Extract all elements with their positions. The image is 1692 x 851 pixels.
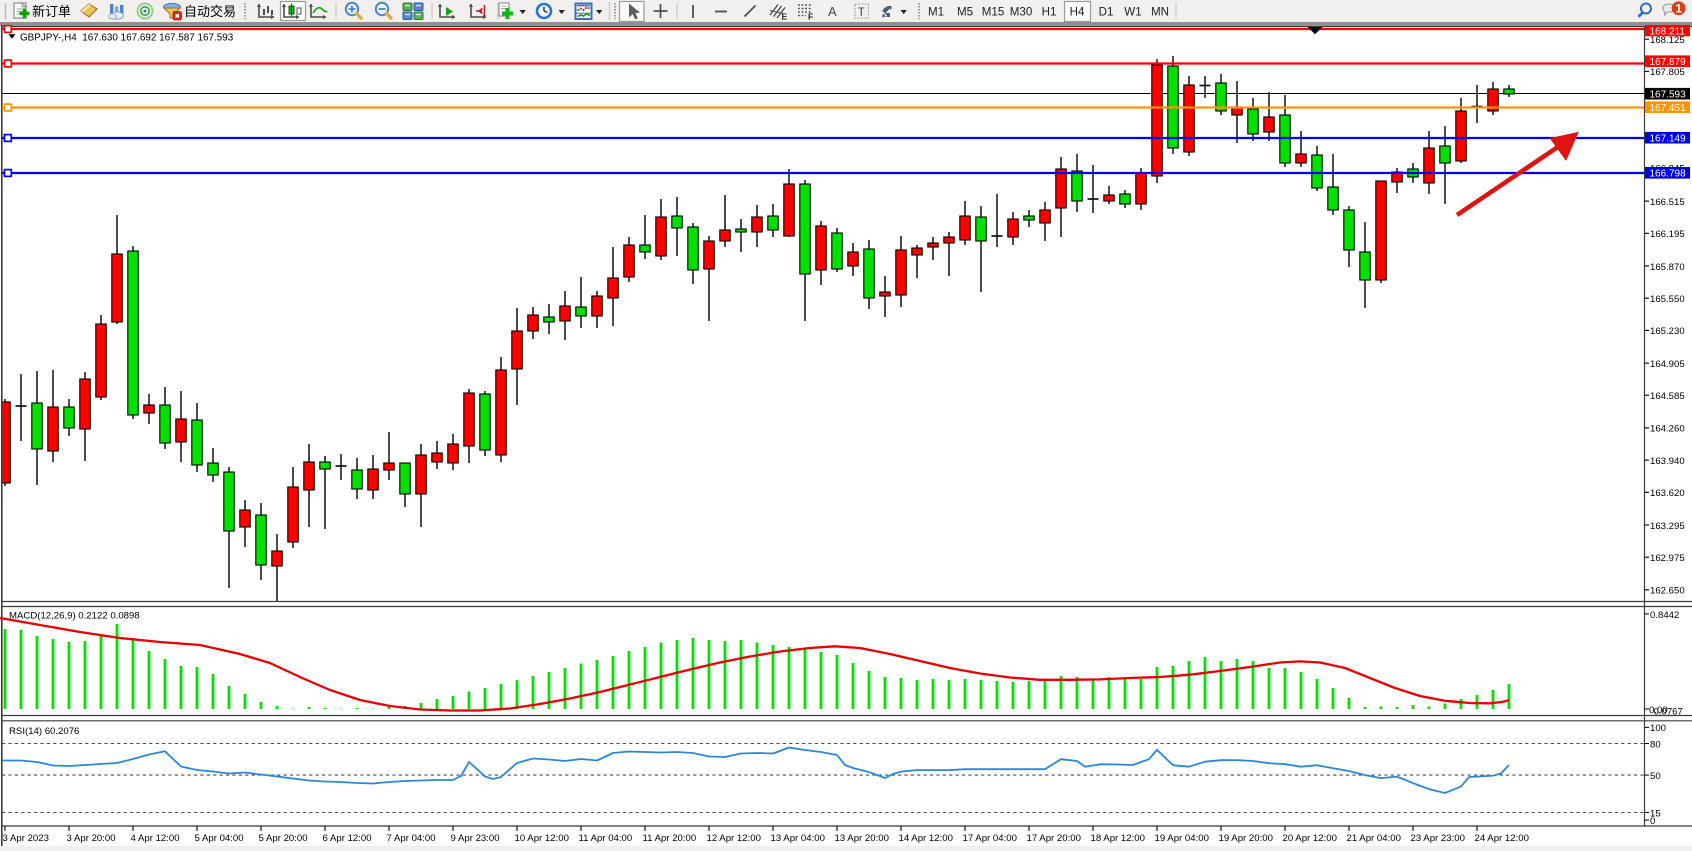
svg-text:166.195: 166.195: [1650, 229, 1685, 240]
svg-text:11 Apr 20:00: 11 Apr 20:00: [643, 833, 697, 844]
svg-text:15: 15: [1650, 808, 1661, 819]
svg-text:165.870: 165.870: [1650, 262, 1685, 273]
svg-text:13 Apr 20:00: 13 Apr 20:00: [835, 833, 889, 844]
svg-text:20 Apr 12:00: 20 Apr 12:00: [1283, 833, 1337, 844]
svg-text:165.230: 165.230: [1650, 326, 1685, 337]
svg-text:162.650: 162.650: [1650, 586, 1685, 597]
svg-text:RSI(14) 60.2076: RSI(14) 60.2076: [9, 726, 79, 737]
svg-text:3 Apr 20:00: 3 Apr 20:00: [67, 833, 116, 844]
svg-text:9 Apr 23:00: 9 Apr 23:00: [451, 833, 500, 844]
svg-text:0.00: 0.00: [1649, 705, 1668, 716]
svg-text:1: 1: [1675, 2, 1682, 16]
svg-text:12 Apr 12:00: 12 Apr 12:00: [707, 833, 761, 844]
svg-text:80: 80: [1650, 739, 1661, 750]
svg-text:D1: D1: [1099, 6, 1114, 19]
svg-text:11 Apr 04:00: 11 Apr 04:00: [579, 833, 633, 844]
svg-text:M5: M5: [957, 6, 973, 19]
svg-text:14 Apr 12:00: 14 Apr 12:00: [899, 833, 953, 844]
svg-text:164.585: 164.585: [1650, 391, 1685, 402]
svg-text:166.515: 166.515: [1650, 197, 1685, 208]
svg-text:E: E: [782, 12, 788, 22]
svg-text:0.8442: 0.8442: [1650, 610, 1679, 621]
svg-text:167.149: 167.149: [1650, 134, 1687, 145]
svg-text:24 Apr 12:00: 24 Apr 12:00: [1475, 833, 1529, 844]
svg-text:166.798: 166.798: [1650, 169, 1687, 180]
svg-text:167.879: 167.879: [1650, 57, 1687, 68]
svg-text:163.295: 163.295: [1650, 521, 1685, 532]
svg-text:MACD(12,26,9) 0.2122 0.0898: MACD(12,26,9) 0.2122 0.0898: [9, 611, 140, 622]
svg-text:21 Apr 04:00: 21 Apr 04:00: [1347, 833, 1401, 844]
svg-text:M1: M1: [928, 6, 944, 19]
svg-text:13 Apr 04:00: 13 Apr 04:00: [771, 833, 825, 844]
svg-text:自动交易: 自动交易: [184, 4, 236, 19]
svg-text:19 Apr 20:00: 19 Apr 20:00: [1219, 833, 1273, 844]
svg-text:167.593: 167.593: [1650, 90, 1687, 101]
svg-text:163.620: 163.620: [1650, 488, 1685, 499]
svg-text:H4: H4: [1070, 6, 1085, 19]
svg-text:H1: H1: [1042, 6, 1057, 19]
svg-text:23 Apr 23:00: 23 Apr 23:00: [1411, 833, 1465, 844]
svg-text:W1: W1: [1124, 6, 1141, 19]
svg-text:18 Apr 12:00: 18 Apr 12:00: [1091, 833, 1145, 844]
svg-text:17 Apr 20:00: 17 Apr 20:00: [1027, 833, 1081, 844]
svg-text:164.260: 164.260: [1650, 424, 1685, 435]
svg-text:MN: MN: [1151, 6, 1169, 19]
svg-text:M30: M30: [1010, 6, 1033, 19]
svg-text:新订单: 新订单: [32, 4, 71, 19]
svg-text:168.211: 168.211: [1650, 26, 1686, 37]
svg-text:7 Apr 04:00: 7 Apr 04:00: [387, 833, 436, 844]
svg-text:M15: M15: [982, 6, 1005, 19]
svg-text:10 Apr 12:00: 10 Apr 12:00: [515, 833, 569, 844]
svg-text:T: T: [858, 7, 865, 19]
svg-text:50: 50: [1650, 771, 1661, 782]
svg-text:17 Apr 04:00: 17 Apr 04:00: [963, 833, 1017, 844]
svg-text:5 Apr 04:00: 5 Apr 04:00: [195, 833, 244, 844]
svg-text:A: A: [828, 4, 837, 19]
svg-text:3 Apr 2023: 3 Apr 2023: [3, 833, 49, 844]
svg-text:5 Apr 20:00: 5 Apr 20:00: [259, 833, 308, 844]
svg-text:0: 0: [1650, 816, 1655, 827]
svg-text:165.550: 165.550: [1650, 294, 1685, 305]
svg-text:19 Apr 04:00: 19 Apr 04:00: [1155, 833, 1209, 844]
svg-text:0.0767: 0.0767: [1654, 706, 1683, 717]
svg-text:4 Apr 12:00: 4 Apr 12:00: [131, 833, 180, 844]
svg-text:167.805: 167.805: [1650, 67, 1685, 78]
svg-text:167.451: 167.451: [1650, 103, 1687, 114]
svg-text:F: F: [808, 12, 813, 22]
svg-text:164.905: 164.905: [1650, 359, 1685, 370]
svg-text:168.125: 168.125: [1650, 35, 1685, 46]
svg-text:100: 100: [1650, 723, 1666, 734]
svg-text:163.940: 163.940: [1650, 456, 1685, 467]
svg-text:162.975: 162.975: [1650, 553, 1685, 564]
svg-text:GBPJPY-,H4 167.630 167.692 16: GBPJPY-,H4 167.630 167.692 167.587 167.5…: [20, 33, 234, 44]
svg-text:6 Apr 12:00: 6 Apr 12:00: [323, 833, 372, 844]
